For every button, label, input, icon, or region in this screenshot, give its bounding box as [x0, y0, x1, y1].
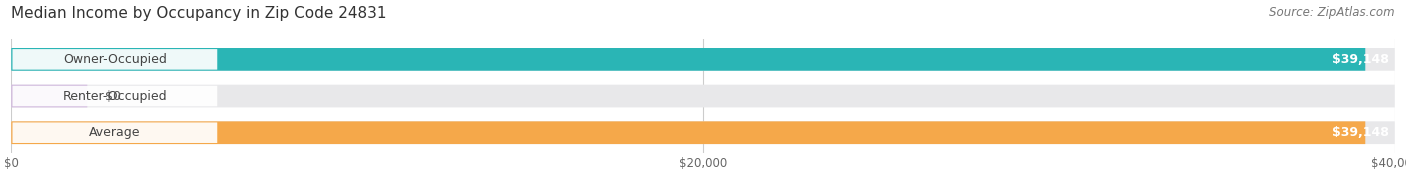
Text: $39,148: $39,148: [1333, 53, 1389, 66]
Text: Source: ZipAtlas.com: Source: ZipAtlas.com: [1270, 6, 1395, 19]
Text: Renter-Occupied: Renter-Occupied: [62, 90, 167, 103]
FancyBboxPatch shape: [13, 49, 218, 70]
FancyBboxPatch shape: [11, 121, 1365, 144]
Text: Median Income by Occupancy in Zip Code 24831: Median Income by Occupancy in Zip Code 2…: [11, 6, 387, 21]
Text: $0: $0: [105, 90, 121, 103]
Text: Owner-Occupied: Owner-Occupied: [63, 53, 167, 66]
Text: Average: Average: [89, 126, 141, 139]
Text: $39,148: $39,148: [1333, 126, 1389, 139]
FancyBboxPatch shape: [11, 85, 1395, 107]
FancyBboxPatch shape: [13, 122, 218, 143]
FancyBboxPatch shape: [11, 85, 87, 107]
FancyBboxPatch shape: [11, 48, 1395, 71]
FancyBboxPatch shape: [11, 121, 1395, 144]
FancyBboxPatch shape: [13, 86, 218, 106]
FancyBboxPatch shape: [11, 48, 1365, 71]
